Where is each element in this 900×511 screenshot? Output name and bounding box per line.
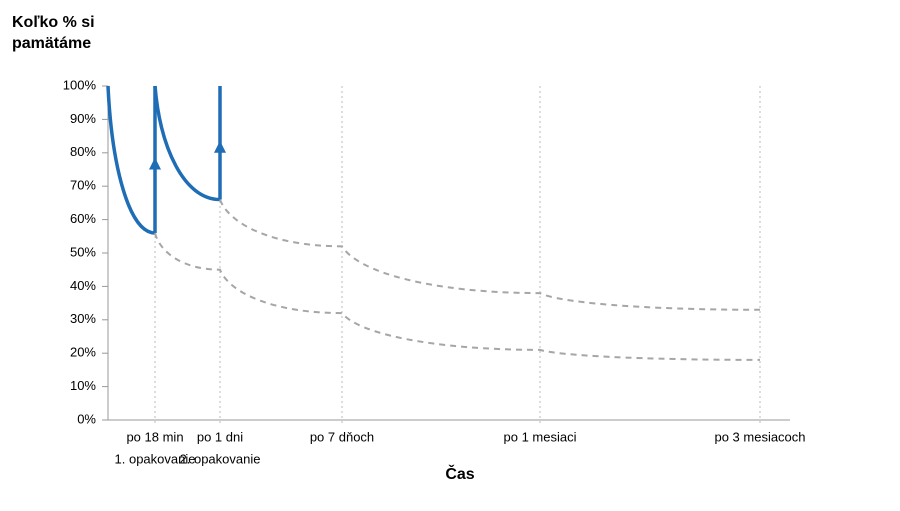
y-tick-label: 80% [70, 144, 96, 159]
x-tick-label: po 3 mesiacoch [714, 429, 805, 444]
y-tick-label: 70% [70, 178, 96, 193]
y-tick-label: 40% [70, 278, 96, 293]
x-tick-label: po 7 dňoch [310, 429, 374, 444]
x-axis-label: Čas [445, 464, 474, 483]
y-tick-label: 30% [70, 311, 96, 326]
title-line: pamätáme [12, 35, 91, 52]
y-tick-label: 60% [70, 211, 96, 226]
series-line [106, 85, 156, 235]
y-tick-label: 0% [77, 411, 96, 426]
x-tick-label: po 1 dni [197, 429, 243, 444]
x-tick-label: po 18 min [126, 429, 183, 444]
title-line: Koľko % si [12, 14, 95, 31]
y-tick-label: 10% [70, 378, 96, 393]
chart-title: Koľko % si pamätáme [12, 14, 95, 52]
y-tick-label: 90% [70, 111, 96, 126]
x-tick-label: po 1 mesiaci [504, 429, 577, 444]
series-line [153, 85, 221, 202]
repetition-arrow [149, 157, 161, 170]
repetition-arrow [214, 140, 226, 153]
y-tick-label: 100% [63, 77, 97, 92]
series-line [154, 232, 761, 361]
x-tick-note: 1. opakovanie [115, 451, 196, 466]
y-tick-label: 20% [70, 345, 96, 360]
x-tick-note: 2. opakovanie [180, 451, 261, 466]
y-tick-label: 50% [70, 244, 96, 259]
series-line [219, 199, 761, 311]
